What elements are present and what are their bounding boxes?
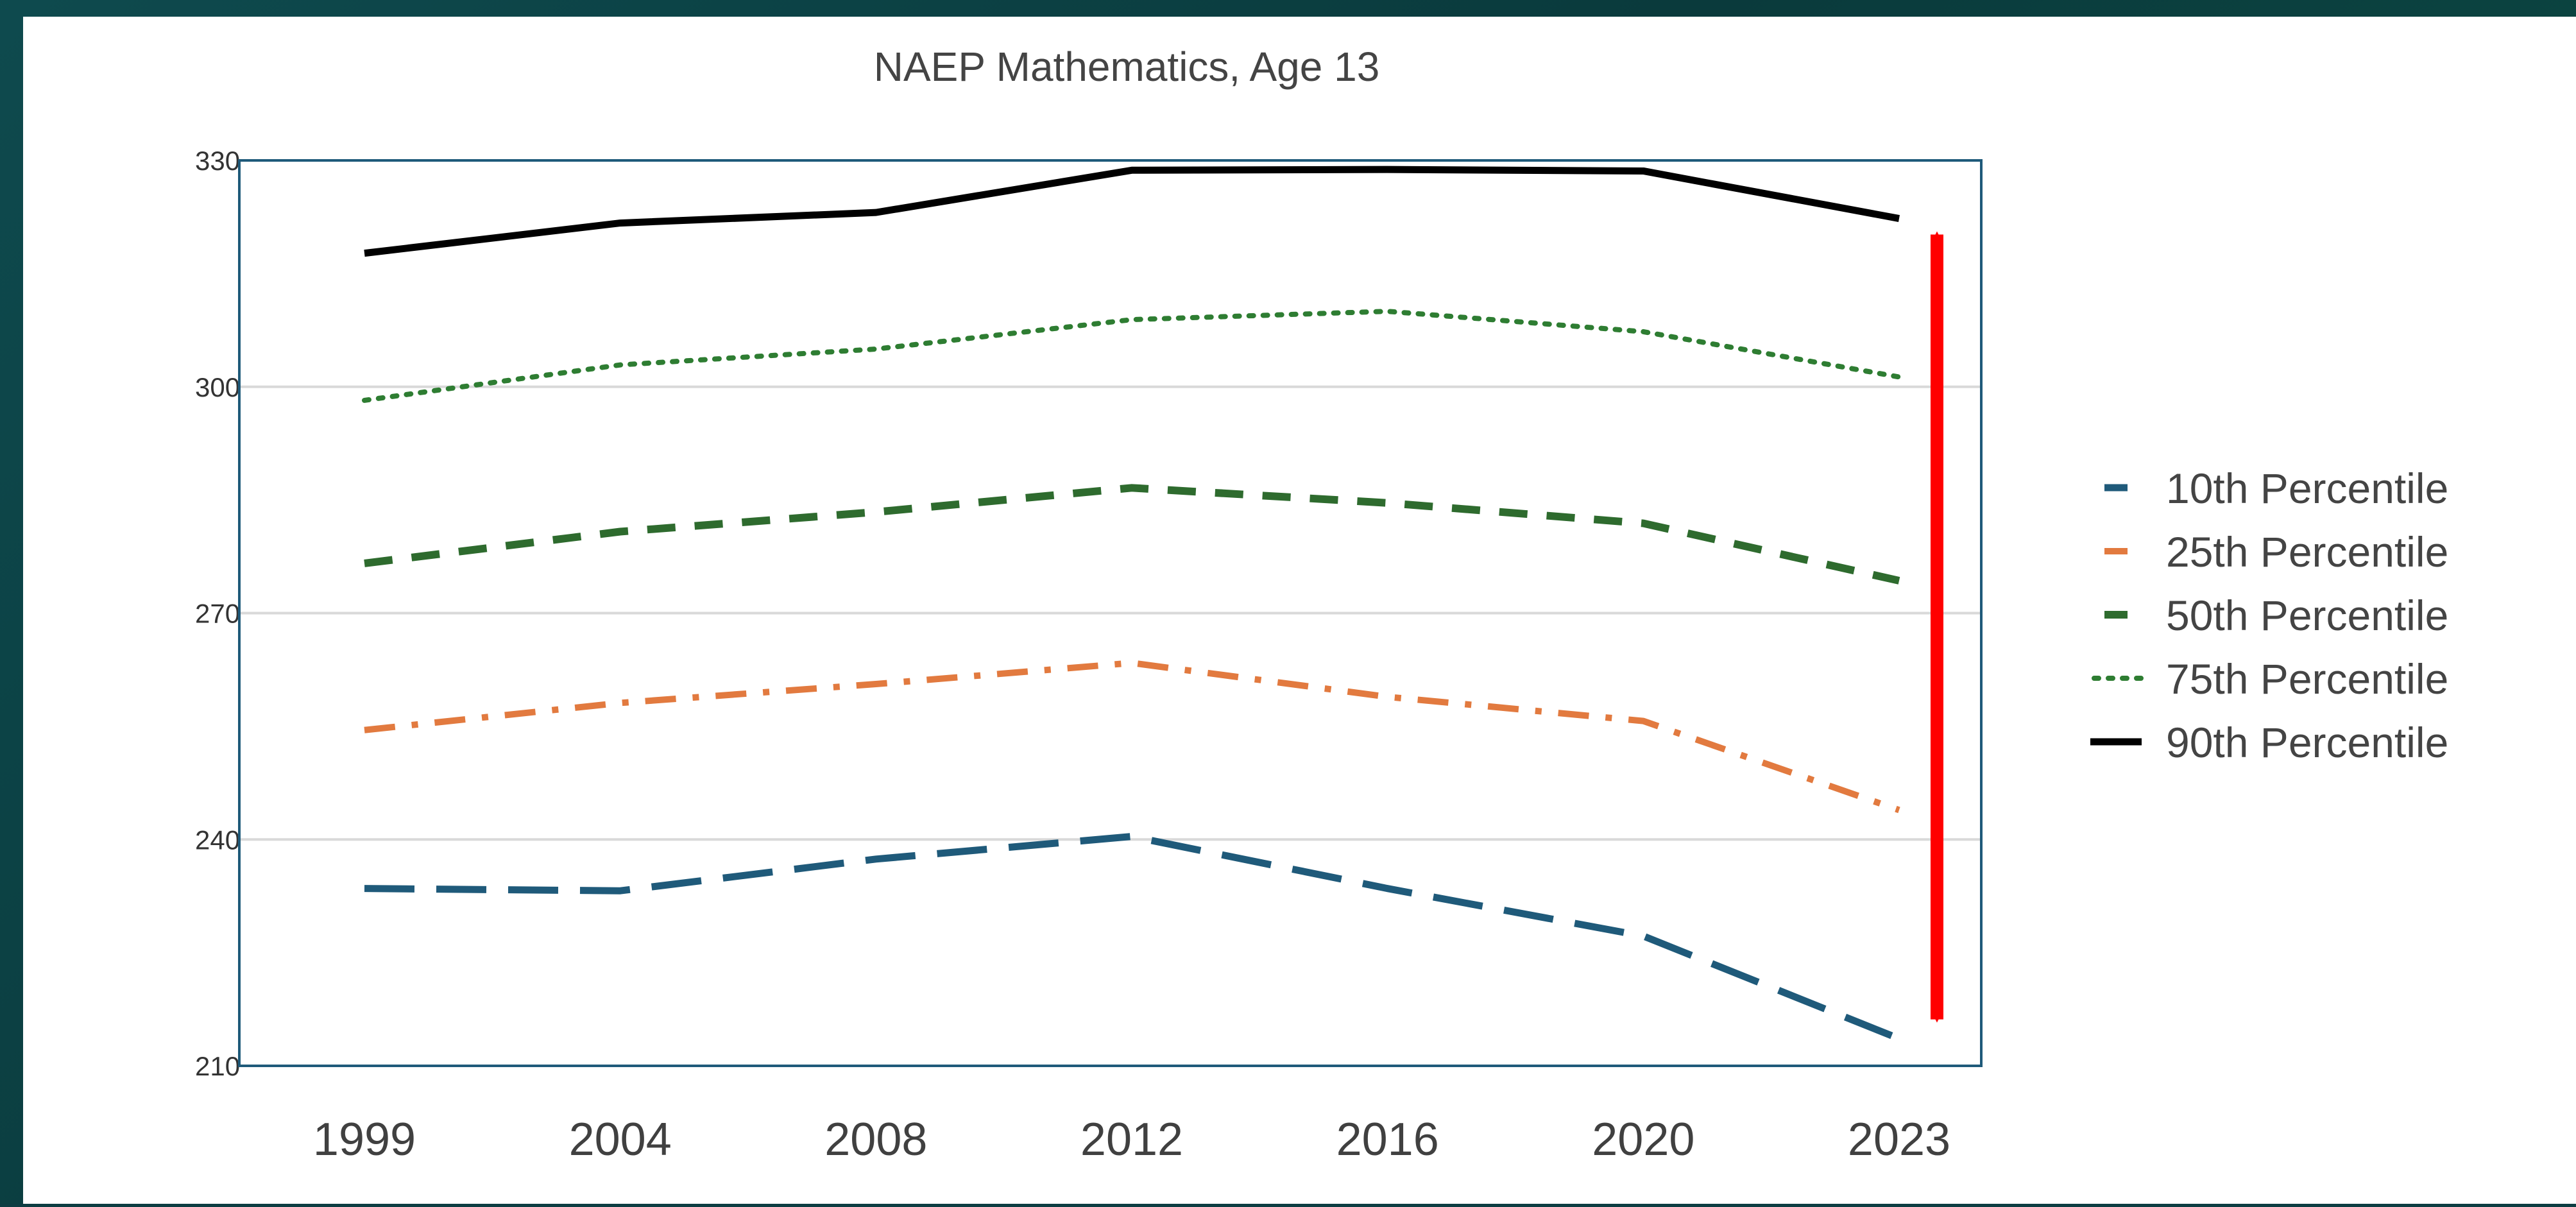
x-tick-label: 2020 xyxy=(1592,1114,1694,1165)
legend-item: 50th Percentile xyxy=(2104,592,2448,639)
y-axis-tick-labels: 210 240 270 300 330 xyxy=(195,146,240,1081)
x-axis-tick-labels: 1999 2004 2008 2012 2016 2020 2023 xyxy=(313,1114,1950,1165)
gridlines xyxy=(239,385,1981,841)
x-tick-label: 2023 xyxy=(1848,1114,1950,1165)
x-tick-label: 2004 xyxy=(569,1114,672,1165)
series-line-50th-percentile xyxy=(364,484,1900,585)
plot-area-border xyxy=(238,159,1983,1067)
series-line-75th-percentile xyxy=(362,309,1902,403)
chart-panel: NAEP Mathematics, Age 13 210 240 270 300 330… xyxy=(23,17,2576,1204)
x-tick-label: 1999 xyxy=(313,1114,416,1165)
legend-label: 50th Percentile xyxy=(2166,592,2448,639)
y-tick-label: 270 xyxy=(195,599,240,629)
legend-label: 10th Percentile xyxy=(2166,465,2448,512)
line-chart: NAEP Mathematics, Age 13 210 240 270 300 330… xyxy=(195,44,2448,1165)
y-tick-label: 330 xyxy=(195,146,240,176)
y-tick-label: 210 xyxy=(195,1051,240,1081)
x-tick-label: 2012 xyxy=(1080,1114,1183,1165)
series-lines xyxy=(362,166,1902,1042)
legend-item: 10th Percentile xyxy=(2104,465,2448,512)
x-tick-label: 2008 xyxy=(824,1114,927,1165)
legend: 10th Percentile 25th Percentile 50th Perce… xyxy=(2090,465,2448,766)
legend-item: 75th Percentile xyxy=(2092,655,2448,703)
legend-label: 25th Percentile xyxy=(2166,528,2448,576)
series-line-90th-percentile xyxy=(364,166,1900,257)
series-line-10th-percentile xyxy=(364,833,1901,1042)
y-tick-label: 240 xyxy=(195,825,240,855)
legend-item: 90th Percentile xyxy=(2090,719,2448,766)
x-tick-label: 2016 xyxy=(1336,1114,1439,1165)
series-line-25th-percentile xyxy=(364,660,1900,814)
legend-label: 90th Percentile xyxy=(2166,719,2448,766)
legend-label: 75th Percentile xyxy=(2166,655,2448,703)
chart-title: NAEP Mathematics, Age 13 xyxy=(874,44,1380,90)
y-tick-label: 300 xyxy=(195,372,240,402)
legend-item: 25th Percentile xyxy=(2104,528,2448,576)
